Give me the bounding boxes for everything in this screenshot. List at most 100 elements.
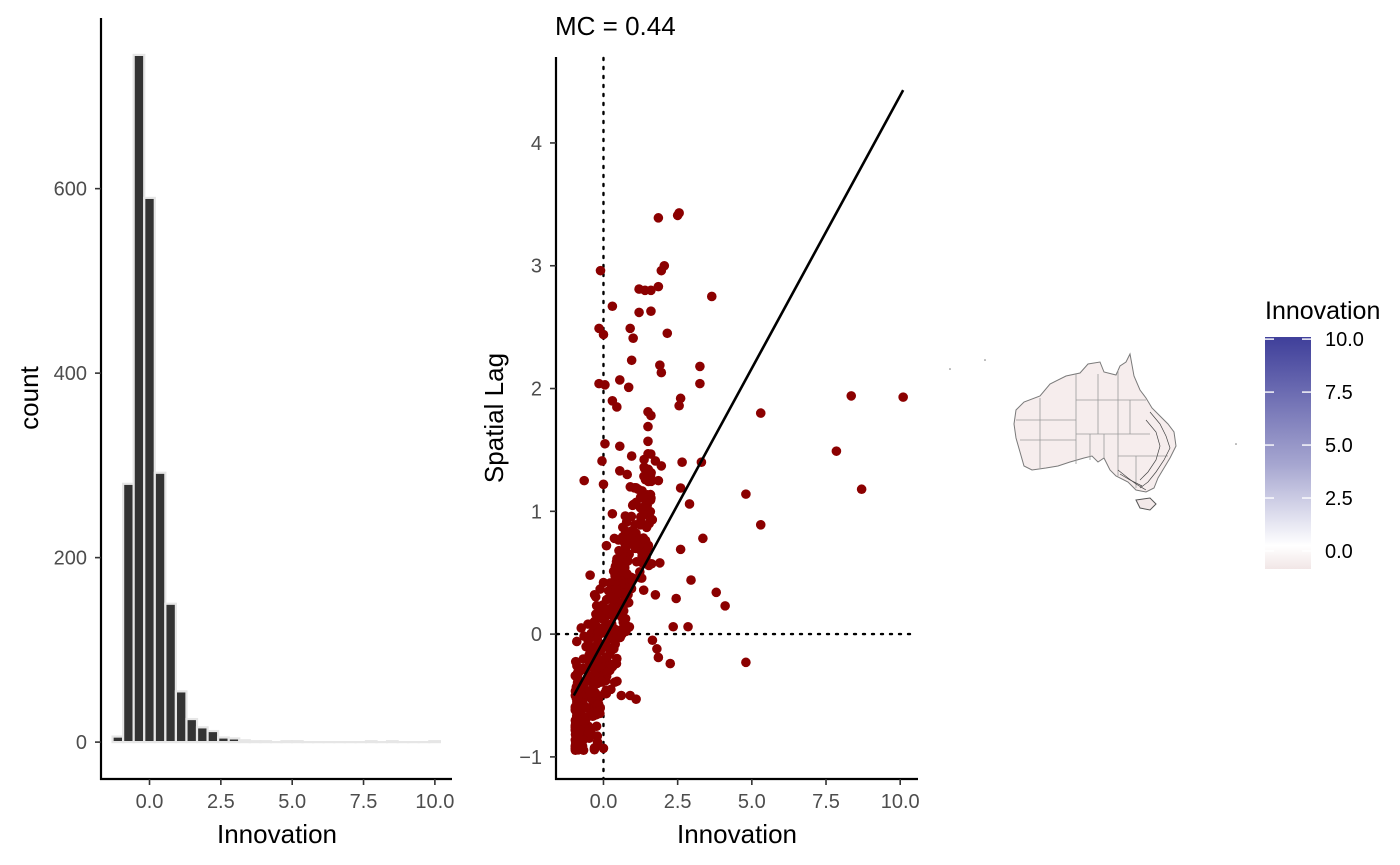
scatter-point: [602, 666, 613, 677]
scatter-x-ticks: 0.0 2.5 5.0 7.5 10.0: [590, 779, 920, 813]
histogram-bar: [185, 717, 199, 744]
scatter-point: [653, 475, 664, 486]
scatter-point: [655, 360, 665, 371]
scatter-point: [622, 512, 633, 523]
scatter-point: [607, 301, 618, 312]
scatter-point: [695, 361, 705, 372]
scatter-point: [625, 323, 635, 334]
scatter-point: [898, 392, 908, 402]
histogram-bars: [111, 53, 441, 744]
scatter-point: [846, 391, 857, 401]
histogram-bar: [385, 740, 399, 744]
legend-ticks: 10.0 7.5 5.0 2.5 0.0: [1265, 329, 1364, 563]
scatter-point: [588, 619, 598, 630]
histogram-bar: [143, 196, 156, 744]
legend-colorbar: [1265, 337, 1311, 569]
histogram-panel: 0 200 400 600 0.0 2.5 5.0 7.5 10.0 Innovation c…: [14, 18, 454, 849]
scatter-point: [646, 558, 657, 569]
scatter-point: [683, 621, 693, 632]
scatter-point: [589, 590, 600, 600]
scatter-point: [652, 644, 662, 654]
legend-title: Innovation: [1265, 297, 1380, 325]
histogram-bar: [290, 740, 304, 744]
histogram-x-axis-title: Innovation: [217, 819, 337, 849]
scatter-point: [653, 281, 664, 292]
scatter-point: [579, 716, 589, 727]
scatter-point: [610, 561, 621, 572]
scatter-point: [590, 688, 601, 699]
scatter-point: [645, 489, 656, 500]
histogram-bar: [227, 737, 241, 744]
histogram-bar: [217, 736, 230, 744]
scatter-point: [755, 520, 766, 530]
scatter-point: [614, 375, 625, 385]
tasmania-shape: [1135, 497, 1157, 511]
scatter-point: [614, 545, 624, 556]
scatter-point: [656, 265, 667, 276]
scatter-point: [598, 479, 609, 490]
scatter-point: [646, 410, 656, 421]
scatter-point: [653, 652, 664, 663]
scatter-point: [675, 393, 686, 404]
scatter-point: [593, 706, 603, 717]
histogram-bar: [195, 726, 209, 744]
scatter-y-tick-label: 0: [531, 624, 542, 646]
scatter-point: [647, 635, 658, 646]
scatter-point: [638, 503, 649, 513]
scatter-point: [647, 514, 658, 525]
scatter-point: [631, 497, 641, 508]
scatter-point: [626, 451, 637, 461]
histogram-bar: [206, 729, 220, 744]
scatter-point: [672, 210, 683, 221]
regression-line: [572, 89, 905, 697]
scatter-point: [585, 570, 595, 580]
histogram-y-tick-label: 400: [54, 363, 87, 385]
scatter-point: [609, 644, 619, 654]
scatter-points: [570, 208, 908, 756]
scatter-point: [598, 577, 609, 588]
scatter-point: [674, 400, 684, 411]
scatter-point: [677, 457, 687, 468]
scatter-point: [646, 306, 656, 316]
scatter-point: [612, 676, 622, 687]
scatter-point: [583, 727, 594, 738]
scatter-x-tick-label: 10.0: [881, 791, 920, 813]
scatter-point: [662, 328, 673, 339]
histogram-x-tick-label: 7.5: [350, 791, 378, 813]
scatter-point: [598, 329, 609, 340]
scatter-x-tick-label: 0.0: [590, 791, 618, 813]
scatter-point: [626, 533, 636, 544]
scatter-point: [574, 666, 585, 676]
scatter-point: [639, 463, 650, 474]
legend-tick-label: 0.0: [1325, 541, 1353, 563]
scatter-point: [607, 592, 618, 603]
scatter-point: [613, 535, 624, 545]
scatter-title: MC = 0.44: [555, 11, 676, 41]
scatter-y-ticks: −1 0 1 2 3 4: [519, 133, 556, 769]
histogram-y-tick-label: 600: [54, 179, 87, 201]
scatter-point: [596, 611, 607, 621]
scatter-point: [741, 657, 751, 668]
scatter-point: [595, 265, 606, 276]
scatter-point: [570, 738, 581, 748]
histogram-bar: [248, 740, 262, 744]
scatter-y-tick-label: 1: [531, 501, 542, 523]
scatter-point: [623, 382, 634, 393]
scatter-point: [656, 461, 667, 471]
scatter-point: [630, 519, 640, 530]
island-marker: [984, 359, 986, 361]
histogram-bar: [259, 740, 273, 744]
fit-line-group: [572, 89, 905, 697]
scatter-point: [650, 590, 661, 600]
scatter-point: [576, 623, 587, 633]
histogram-x-ticks: 0.0 2.5 5.0 7.5 10.0: [136, 779, 454, 813]
scatter-point: [616, 690, 627, 701]
scatter-point: [622, 568, 632, 579]
scatter-point: [698, 533, 708, 544]
histogram-bar: [122, 482, 135, 744]
scatter-point: [665, 658, 676, 669]
scatter-point: [634, 307, 644, 318]
scatter-point: [706, 291, 717, 302]
legend-tick-label: 10.0: [1325, 329, 1364, 351]
scatter-point: [614, 465, 625, 476]
